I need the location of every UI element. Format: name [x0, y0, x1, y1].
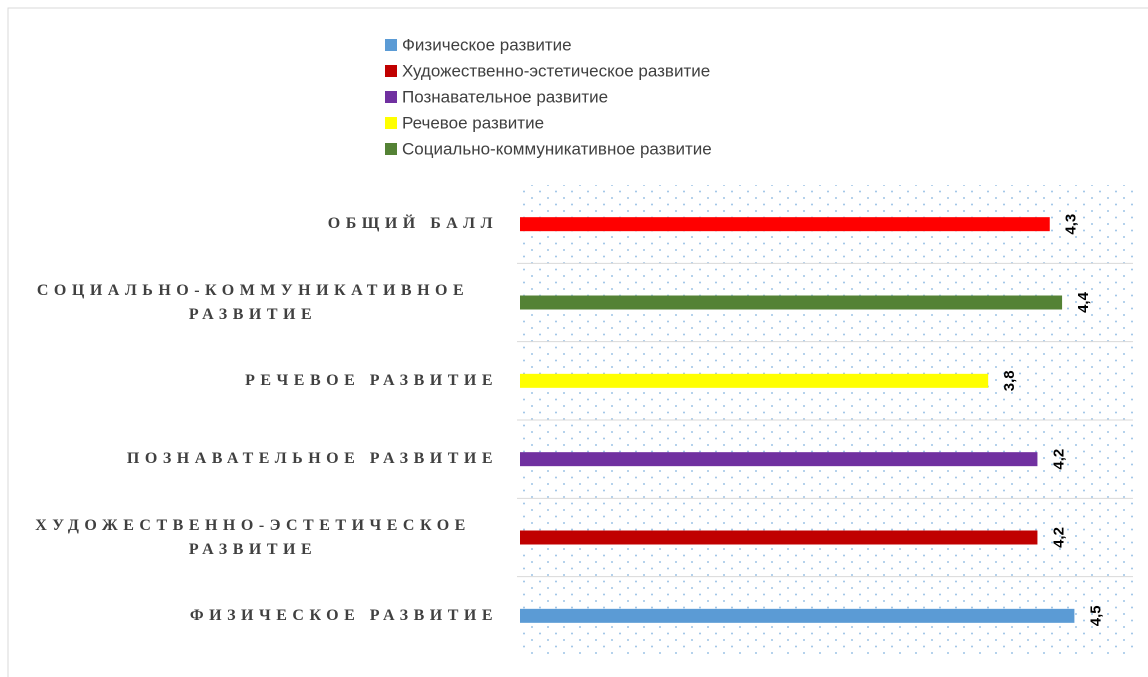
category-label: РЕЧЕВОЕ РАЗВИТИЕ [8, 351, 498, 411]
legend-swatch [385, 117, 397, 129]
legend-swatch [385, 91, 397, 103]
bar [520, 452, 1038, 467]
bar [520, 295, 1063, 310]
value-label: 3,8 [1001, 370, 1018, 391]
category-label: ОБЩИЙ БАЛЛ [8, 194, 498, 254]
category-text: ОБЩИЙ БАЛЛ [327, 215, 498, 233]
category-text: ХУДОЖЕСТВЕННО-ЭСТЕТИЧЕСКОЕ РАЗВИТИЕ [35, 516, 471, 558]
category-label: ХУДОЖЕСТВЕННО-ЭСТЕТИЧЕСКОЕ РАЗВИТИЕ [8, 508, 498, 568]
legend-swatch [385, 65, 397, 77]
category-text: ПОЗНАВАТЕЛЬНОЕ РАЗВИТИЕ [126, 450, 498, 468]
legend-swatch [385, 39, 397, 51]
bar [520, 373, 989, 388]
value-label: 4,5 [1087, 605, 1104, 626]
value-label: 4,3 [1063, 214, 1080, 235]
bar [520, 608, 1075, 623]
legend-label: Художественно-эстетическое развитие [402, 61, 710, 80]
legend-label: Физическое развитие [402, 35, 572, 54]
category-label: ФИЗИЧЕСКОЕ РАЗВИТИЕ [8, 586, 498, 646]
value-label: 4,2 [1050, 449, 1067, 470]
legend-label: Социально-коммуникативное развитие [402, 139, 712, 158]
category-text: РЕЧЕВОЕ РАЗВИТИЕ [245, 371, 498, 389]
category-label: ПОЗНАВАТЕЛЬНОЕ РАЗВИТИЕ [8, 429, 498, 489]
legend-label: Речевое развитие [402, 113, 544, 132]
category-text: СОЦИАЛЬНО-КОММУНИКАТИВНОЕ РАЗВИТИЕ [36, 281, 470, 323]
category-label: СОЦИАЛЬНО-КОММУНИКАТИВНОЕ РАЗВИТИЕ [8, 273, 498, 333]
value-label: 4,2 [1050, 527, 1067, 548]
bar [520, 217, 1050, 232]
legend-swatch [385, 143, 397, 155]
frame [7, 7, 1148, 677]
bar [520, 530, 1038, 545]
category-text: ФИЗИЧЕСКОЕ РАЗВИТИЕ [189, 606, 498, 624]
value-label: 4,4 [1075, 291, 1092, 313]
legend-label: Познавательное развитие [402, 87, 608, 106]
